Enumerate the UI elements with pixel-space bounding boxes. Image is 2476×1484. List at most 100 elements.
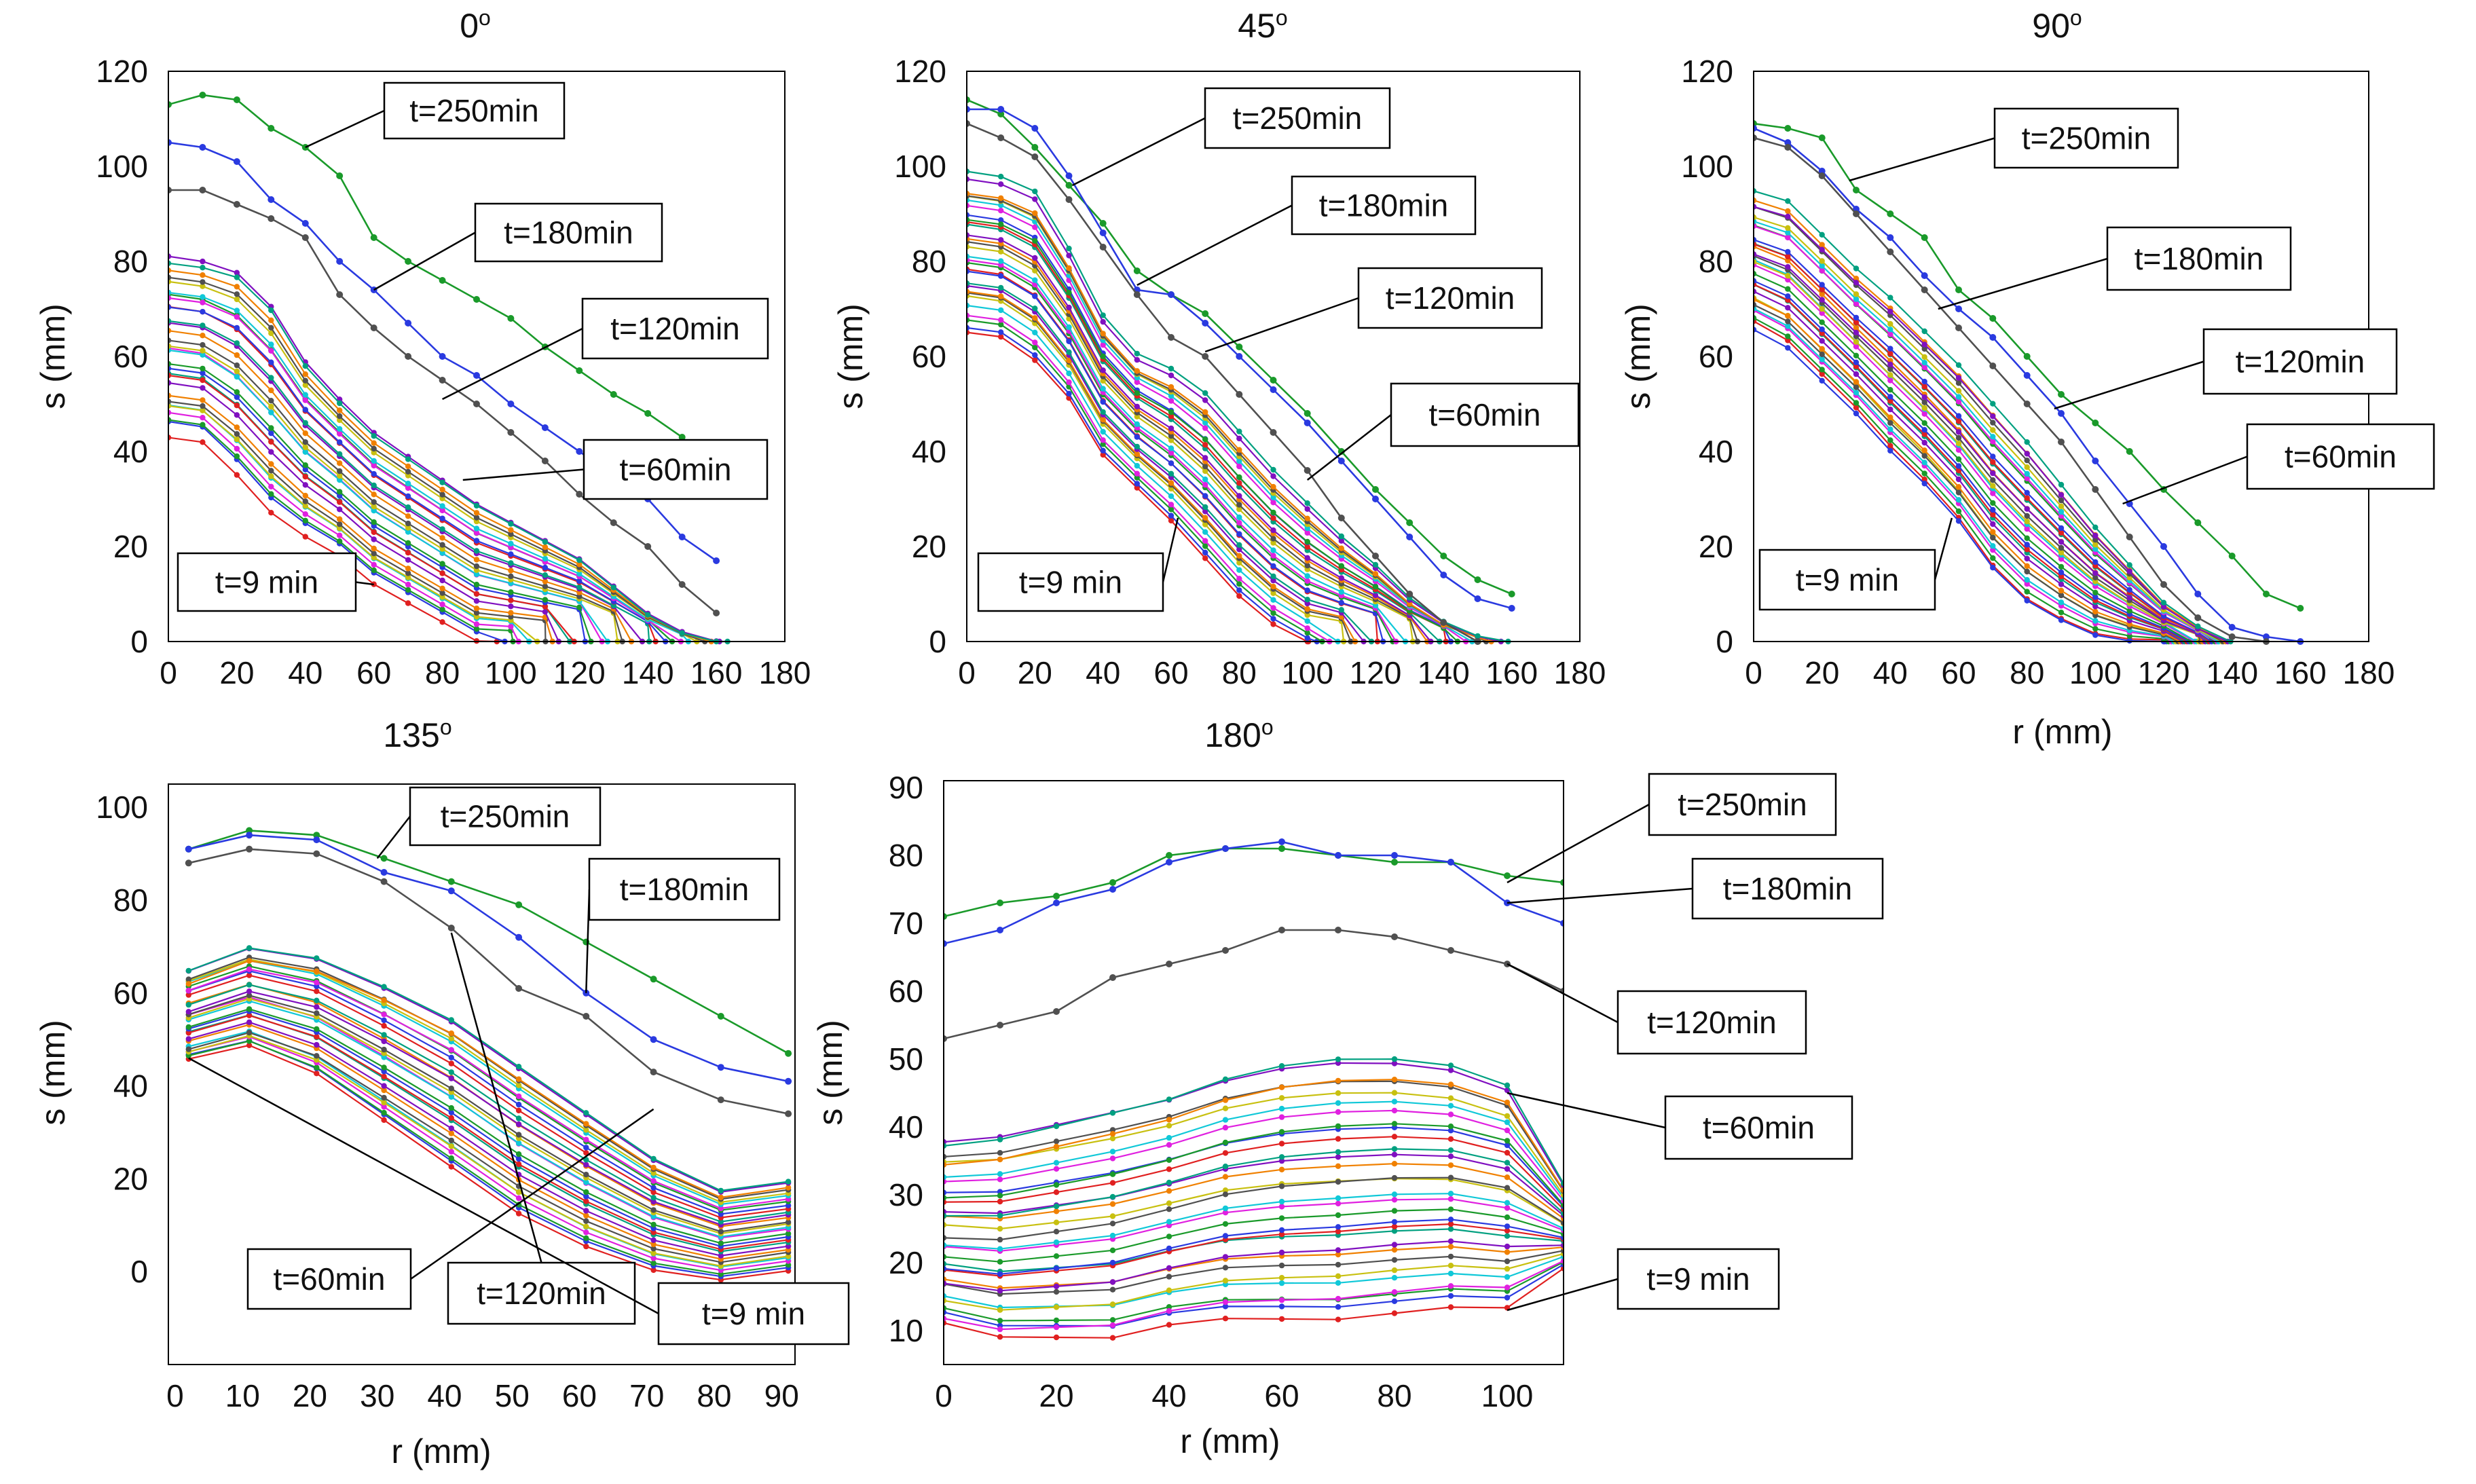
panel-3-callout-leader-4 [188,1057,659,1315]
panel-4-y-tick-5: 60 [889,973,923,1009]
panel-1-series-0-point-12 [1372,486,1379,493]
panel-3-curve-2-point-8 [718,1271,724,1278]
panel-1-callout-label-0: t=250min [1233,100,1363,136]
panel-0-curve-16-point-7 [405,520,411,527]
panel-2-curve-12-point-0 [1754,271,1757,277]
panel-0-curve-17-point-10 [508,568,514,574]
panel-0-curve-17-point-5 [337,460,343,466]
panel-0-x-tick-5: 100 [485,655,537,690]
panel-2-x-axis-label: r (mm) [2012,713,2112,751]
panel-4-curve-29-point-0 [944,1143,947,1149]
panel-2-x-tick-0: 0 [1745,655,1762,690]
panel-4-curve-16-point-2 [1053,1229,1060,1235]
panel-2-curve-23-point-8 [2024,475,2030,481]
panel-4-curve-14-point-4 [1166,1219,1172,1225]
panel-3-curve-10-point-4 [448,1115,454,1121]
panel-4-series-1-point-6 [1278,838,1285,845]
panel-0-curve-24-point-4 [302,392,308,398]
panel-0-curve-12-point-11 [542,597,549,603]
panel-2-curve-10-point-3 [1853,363,1860,369]
panel-3-x-axis-label: r (mm) [391,1432,491,1470]
panel-4-series-2-point-7 [1335,927,1342,933]
panel-2-curve-25-point-4 [1887,320,1893,327]
panel-4-curve-23-point-0 [944,1179,947,1185]
panel-3-curve-29-point-6 [583,1110,589,1116]
panel-2-y-tick-3: 60 [1699,339,1733,374]
panel-1-curve-11-point-10 [1304,587,1310,593]
panel-4-curve-22-point-6 [1278,1129,1285,1135]
panel-3-curve-18 [188,990,789,1226]
panel-4-curve-15 [944,1177,1564,1230]
panel-2-curve-13-point-1 [1785,276,1791,283]
panel-1-curve-3-point-4 [1100,437,1106,443]
panel-0-curve-29-point-9 [473,502,480,509]
panel-4-curve-19 [944,1148,1564,1217]
panel-3-series-1-point-4 [447,887,455,895]
panel-4-curve-22-point-2 [1053,1182,1060,1188]
panel-3-series-2-point-4 [447,925,455,931]
panel-1-curve-23-point-6 [1168,398,1175,404]
panel-2-curve-27-point-3 [1853,276,1860,282]
panel-4-curve-14-point-7 [1335,1195,1342,1202]
panel-4-series-0-point-11 [1560,879,1564,886]
panel-4-x-tick-5: 100 [1481,1378,1534,1413]
panel-4-curve-10-point-10 [1504,1227,1511,1234]
panel-4-series-1-point-0 [944,940,947,947]
panel-0-series-2-point-5 [336,291,344,298]
panel-3-curve-10-point-5 [515,1161,522,1168]
panel-4-series-0-point-10 [1504,872,1511,879]
panel-2-curve-9 [1754,284,2185,642]
panel-0-series-2-point-10 [507,429,515,436]
panel-3-curve-2 [188,1040,789,1276]
panel-3-callout-box-3 [246,1248,412,1310]
panel-0-curve-23-point-1 [200,299,206,305]
panel-4-curve-27-point-8 [1391,1077,1398,1083]
panel-1-curve-14-point-1 [998,258,1004,264]
panel-2-curve-25-point-1 [1785,225,1791,231]
panel-4-curve-17-point-3 [1109,1201,1116,1207]
panel-0-callout-label-1: t=180min [504,215,633,251]
panel-4-series-2-point-9 [1447,947,1454,954]
panel-3-series-1-point-3 [380,869,388,876]
panel-3-series-1-point-9 [785,1077,792,1085]
panel-1-curve-2-point-0 [967,317,970,323]
panel-1-series-1-point-4 [1099,229,1107,236]
panel-2-callout-box-2 [2202,328,2398,395]
panel-2-curve-16-point-9 [2058,544,2065,551]
panel-0-callout-box-4 [177,552,357,612]
panel-90deg: 90o 0 20 40 60 80 100 120 140 160 180020406080100… [1619,5,2435,751]
panel-1-curve-23-point-9 [1270,500,1276,506]
panel-1-curve-13-point-9 [1270,553,1276,559]
panel-3-series-0-point-3 [380,855,388,862]
panel-0-curve-27-point-3 [268,317,274,323]
panel-2-curve-29-point-13 [2195,623,2201,629]
panel-4-curve-29-point-11 [1560,1181,1564,1187]
panel-0-curve-6-point-7 [405,570,411,576]
panel-1-curve-18-point-6 [1168,425,1175,432]
panel-4-curve-23-point-6 [1278,1114,1285,1120]
panel-1-curve-20-point-10 [1304,544,1310,550]
panel-0-curve-24-point-11 [542,555,549,562]
panel-4-curve-6 [944,1250,1564,1295]
panel-1-curve-29-point-5 [1134,350,1141,357]
panel-4-curve-3-point-3 [1109,1322,1116,1329]
panel-4-curve-3-point-6 [1278,1297,1285,1303]
panel-3-curve-18-point-0 [185,1009,191,1015]
panel-0-curve-21-point-3 [268,359,274,365]
panel-2-curve-23-point-3 [1853,301,1860,307]
panel-0-series-2-point-9 [473,401,480,407]
panel-3-curve-5-point-7 [650,1250,657,1257]
panel-1-curve-16-point-9 [1270,536,1276,542]
panel-2-x-tick-6: 120 [2138,655,2190,690]
panel-4-curve-23-point-5 [1222,1124,1229,1131]
panel-1-y-tick-4: 80 [912,244,946,279]
panel-0-series-1-point-10 [507,401,515,407]
panel-0-curve-27-point-11 [542,544,549,551]
panel-0-curve-8-point-6 [371,536,377,542]
panel-3-curve-14-point-4 [448,1094,454,1100]
panel-2-curve-28-point-1 [1785,213,1791,220]
panel-3-curve-6-point-6 [583,1218,589,1224]
panel-0-curve-11-point-4 [302,466,308,472]
panel-3-x-tick-5: 50 [495,1378,530,1413]
